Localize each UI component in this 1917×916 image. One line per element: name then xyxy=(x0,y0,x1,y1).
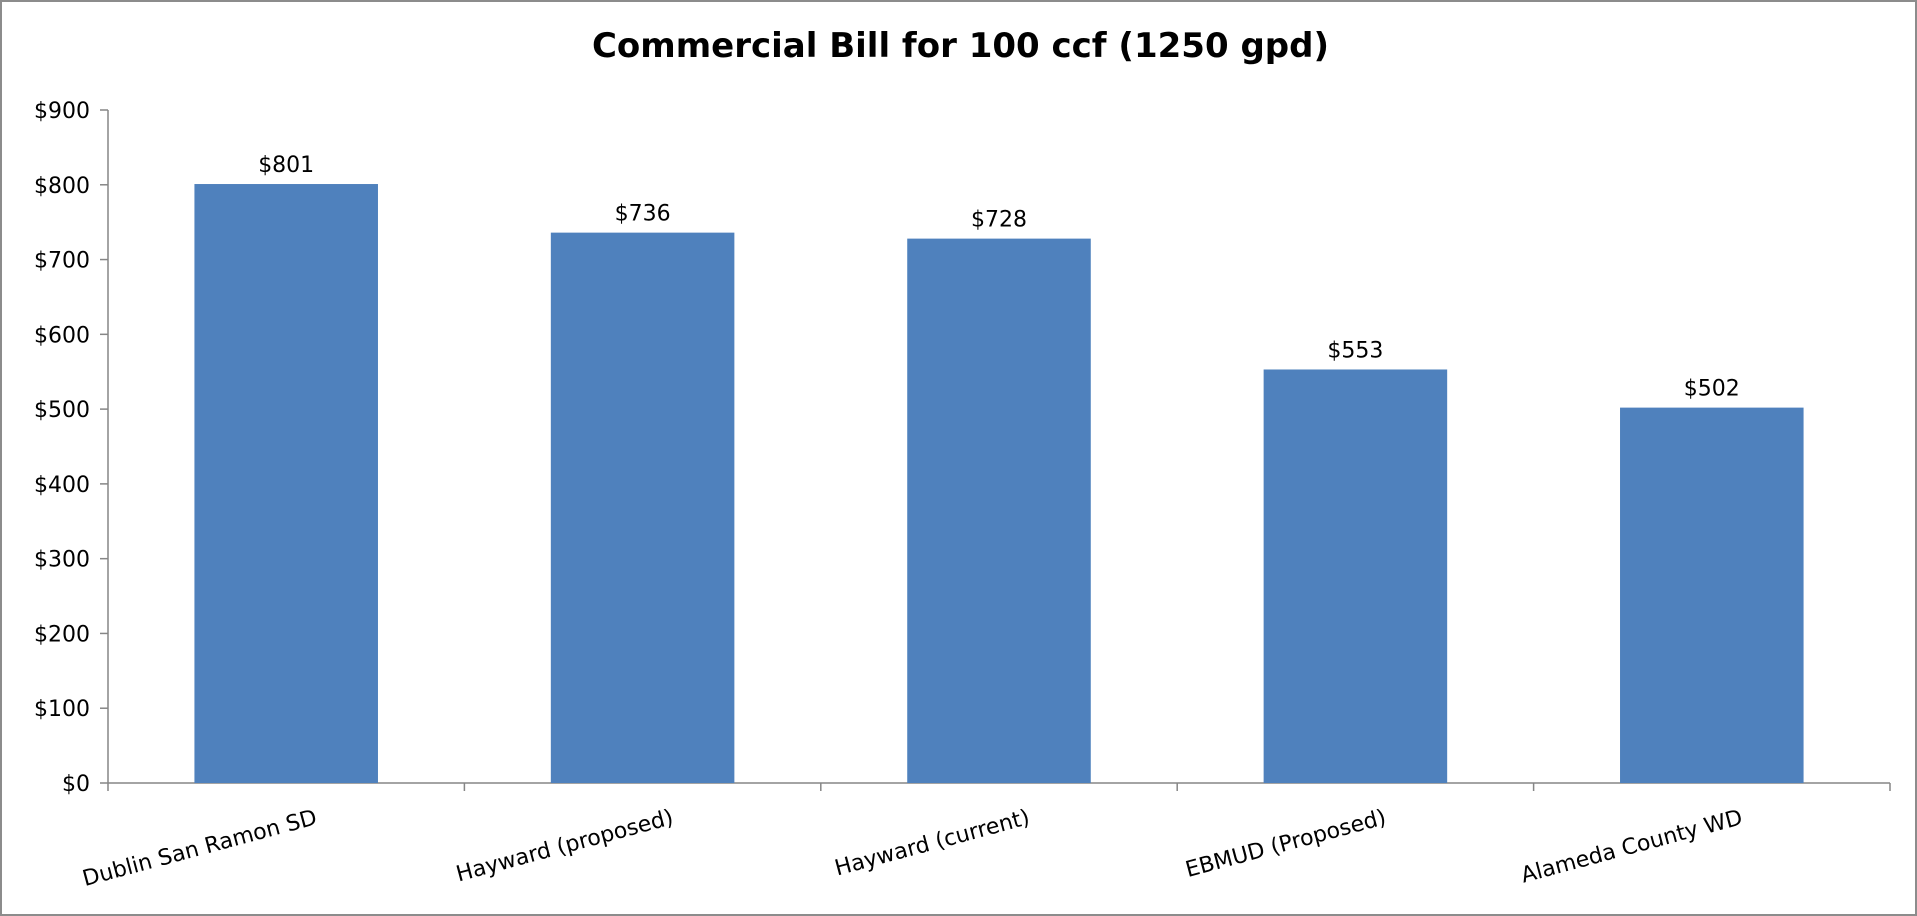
y-tick-label: $700 xyxy=(34,249,90,274)
x-axis xyxy=(107,782,1891,791)
y-tick-label: $300 xyxy=(34,548,90,573)
bar-data-label: $553 xyxy=(1327,338,1383,363)
bar xyxy=(1263,369,1448,783)
bar-data-label: $502 xyxy=(1684,377,1740,402)
bar-data-label: $728 xyxy=(971,208,1027,233)
bar xyxy=(1620,407,1804,783)
bar xyxy=(550,232,735,783)
y-tick-label: $500 xyxy=(34,398,90,423)
y-tick-label: $100 xyxy=(34,697,90,722)
bar xyxy=(194,184,378,783)
category-label: Hayward (current) xyxy=(832,805,1032,881)
y-tick-label: $400 xyxy=(34,473,90,498)
y-tick-label: $0 xyxy=(62,772,90,797)
bar-data-label: $801 xyxy=(258,153,314,178)
y-axis: $0 $100 $200 $300 $400 $500 $600 $700 $800 $900 xyxy=(34,99,109,797)
y-tick-label: $600 xyxy=(34,323,90,348)
category-label: EBMUD (Proposed) xyxy=(1183,805,1389,883)
chart-title: Commercial Bill for 100 ccf (1250 gpd) xyxy=(591,26,1329,66)
bar-data-labels: $801 $736 $728 $553 $502 xyxy=(258,153,1740,402)
category-labels: Dublin San Ramon SD Hayward (proposed) Hay… xyxy=(80,805,1745,892)
bar xyxy=(907,238,1091,783)
y-tick-label: $200 xyxy=(34,622,90,647)
category-label: Alameda County WD xyxy=(1518,805,1745,888)
y-tick-label: $800 xyxy=(34,174,90,199)
y-tick-label: $900 xyxy=(34,99,90,124)
category-label: Dublin San Ramon SD xyxy=(80,805,320,892)
bar-data-label: $736 xyxy=(615,202,671,227)
bars xyxy=(194,184,1804,783)
category-label: Hayward (proposed) xyxy=(454,805,677,887)
